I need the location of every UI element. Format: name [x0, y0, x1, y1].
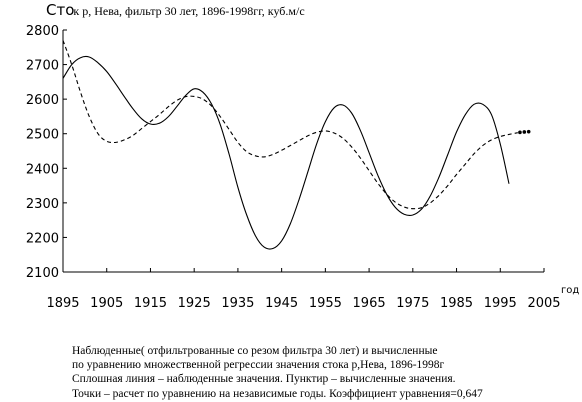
y-axis-ticks: 2100 2200 2300 2400 2500 2600 2700 2800: [26, 24, 67, 281]
x-tick-label: 1995: [484, 296, 517, 311]
y-tick-label: 2100: [26, 266, 59, 281]
forecast-point: [526, 129, 531, 134]
y-tick-label: 2700: [26, 59, 59, 74]
chart-title: Сток р, Нева, фильтр 30 лет, 1896-1998гг…: [46, 1, 305, 19]
x-axis-ticks: 1895 1905 1915 1925 1935 1945 1955 1965 1975 1985…: [46, 268, 561, 311]
caption-line-4: Точки – расчет по уравнению на независим…: [72, 387, 483, 400]
caption-line-3: Сплошная линия – наблюденные значения. П…: [72, 373, 456, 386]
caption-line-2: по уравнению множественной регрессии зна…: [72, 359, 445, 372]
x-tick-label: 1955: [309, 296, 342, 311]
data-series: [62, 40, 531, 250]
x-tick-label: 1935: [221, 296, 254, 311]
y-tick-label: 2500: [26, 128, 59, 143]
y-tick-label: 2200: [26, 231, 59, 246]
x-tick-label: 1895: [46, 296, 79, 311]
y-tick-label: 2400: [26, 162, 59, 177]
y-tick-label: 2300: [26, 197, 59, 212]
x-tick-label: 1985: [440, 296, 473, 311]
y-tick-label: 2600: [26, 93, 59, 108]
caption-line-1: Наблюденные( отфильтрованные со резом фи…: [72, 345, 438, 357]
chart-title-start: Сто: [46, 1, 74, 19]
figure-caption: Наблюденные( отфильтрованные со резом фи…: [72, 344, 577, 401]
forecast-point: [522, 130, 527, 134]
x-tick-label: 2005: [527, 296, 560, 311]
x-tick-label: 1925: [178, 296, 211, 311]
x-tick-label: 1965: [353, 296, 386, 311]
chart-title-rest: к р, Нева, фильтр 30 лет, 1896-1998гг, к…: [73, 4, 304, 18]
observed-series-line: [62, 55, 510, 250]
forecast-point: [518, 130, 522, 135]
x-tick-label: 1905: [90, 296, 123, 311]
computed-series-line: [62, 40, 518, 210]
axes: [62, 30, 544, 273]
y-tick-label: 2800: [26, 24, 59, 39]
x-tick-label: 1945: [265, 296, 298, 311]
chart: Сток р, Нева, фильтр 30 лет, 1896-1998гг…: [26, 1, 579, 311]
x-tick-label: 1975: [396, 296, 429, 311]
x-tick-label: 1915: [134, 296, 167, 311]
x-axis-label: год: [561, 285, 579, 296]
